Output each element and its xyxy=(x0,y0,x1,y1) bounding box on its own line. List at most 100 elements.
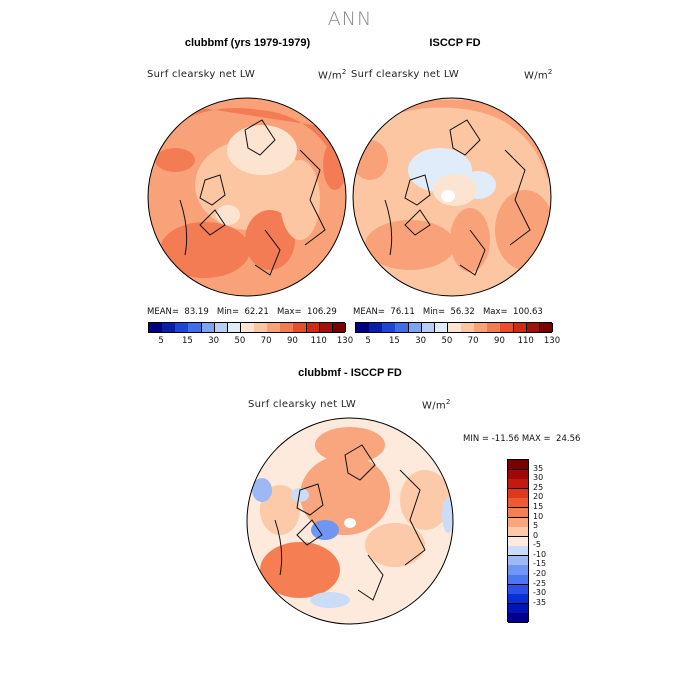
map-obs xyxy=(353,98,551,296)
colorbar-diff-swatch xyxy=(508,479,528,490)
diff-title: clubbmf - ISCCP FD xyxy=(298,367,402,379)
colorbar-model-swatch xyxy=(267,323,281,332)
colorbar-diff-tick-label: 10 xyxy=(533,511,544,521)
colorbar-obs-swatch xyxy=(461,323,475,332)
colorbar-model-swatch xyxy=(319,323,334,332)
colorbar-obs-tick-label: 50 xyxy=(441,336,453,346)
colorbar-obs-tick-label: 30 xyxy=(415,336,427,346)
colorbar-obs-swatch xyxy=(408,323,423,332)
colorbar-model-swatch xyxy=(201,323,216,332)
colorbar-model-ticks: 5 15 30 50 70 90 110 130 xyxy=(148,336,353,348)
colorbar-diff-tick-label: 20 xyxy=(533,492,544,502)
colorbar-diff-swatch xyxy=(508,584,528,595)
colorbar-diff-swatch xyxy=(508,555,528,566)
colorbar-obs-tick-label: 5 xyxy=(365,336,371,346)
colorbar-model-tick-label: 70 xyxy=(260,336,272,346)
colorbar-obs-swatch xyxy=(500,323,515,332)
colorbar-diff-swatch xyxy=(508,613,528,624)
colorbar-diff-tick-label: 15 xyxy=(533,501,544,511)
colorbar-diff-tick-label: -5 xyxy=(533,540,541,550)
colorbar-obs-swatch xyxy=(356,323,370,332)
colorbar-model-tick-label: 110 xyxy=(310,336,327,346)
colorbar-model xyxy=(148,322,347,333)
colorbar-model-swatch xyxy=(227,323,242,332)
colorbar-diff-swatch xyxy=(508,460,528,471)
colorbar-diff-swatch xyxy=(508,594,528,605)
colorbar-model-swatch xyxy=(188,323,203,332)
colorbar-model-swatch xyxy=(149,323,163,332)
colorbar-model-tick-label: 50 xyxy=(234,336,246,346)
panel-1-stats: MEAN= 83.19 Min= 62.21 Max= 106.29 xyxy=(147,307,337,317)
colorbar-diff-tick-label: 25 xyxy=(533,482,544,492)
diff-stats: MIN = -11.56 MAX = 24.56 xyxy=(463,434,581,444)
colorbar-diff-swatch xyxy=(508,517,528,528)
map-model xyxy=(148,98,346,296)
colorbar-obs-swatch xyxy=(447,323,462,332)
colorbar-diff-tick-label: -25 xyxy=(533,578,547,588)
colorbar-obs-swatch xyxy=(369,323,383,332)
colorbar-obs-swatch xyxy=(434,323,449,332)
colorbar-diff-tick-label: 30 xyxy=(533,473,544,483)
colorbar-diff-swatch xyxy=(508,469,528,480)
panel-1-variable: Surf clearsky net LW xyxy=(147,69,256,80)
colorbar-model-tick-label: 90 xyxy=(287,336,298,346)
colorbar-obs-tick-label: 110 xyxy=(517,336,534,346)
colorbar-model-swatch xyxy=(254,323,268,332)
colorbar-model-swatch xyxy=(293,323,308,332)
colorbar-model-tick-label: 30 xyxy=(208,336,220,346)
panel-2-units: W/m2 xyxy=(524,68,553,82)
colorbar-diff-swatch xyxy=(508,507,528,519)
colorbar-diff-swatch xyxy=(508,603,528,614)
colorbar-model-tick-label: 5 xyxy=(158,336,164,346)
colorbar-model-tick-label: 15 xyxy=(181,336,193,346)
colorbar-obs-swatch xyxy=(474,323,488,332)
panel-1-units: W/m2 xyxy=(318,68,347,82)
colorbar-obs-ticks: 5 15 30 50 70 90 110 130 xyxy=(355,336,560,348)
colorbar-diff-tick-label: -35 xyxy=(533,597,547,607)
colorbar-obs-tick-label: 15 xyxy=(388,336,400,346)
panel-2-variable: Surf clearsky net LW xyxy=(351,69,460,80)
colorbar-model-swatch xyxy=(280,323,294,332)
colorbar-diff xyxy=(507,459,529,624)
diff-units: W/m2 xyxy=(422,398,451,412)
colorbar-diff-swatch xyxy=(508,527,528,538)
colorbar-obs-swatch xyxy=(513,323,528,332)
colorbar-diff-swatch xyxy=(508,536,528,547)
colorbar-model-swatch xyxy=(240,323,255,332)
colorbar-obs-swatch xyxy=(382,323,396,332)
colorbar-obs-tick-label: 130 xyxy=(543,336,561,346)
colorbar-diff-swatch xyxy=(508,498,528,509)
colorbar-diff-tick-label: 35 xyxy=(533,463,544,473)
colorbar-obs-swatch xyxy=(526,323,541,332)
map-diff xyxy=(247,418,453,624)
colorbar-model-swatch xyxy=(162,323,176,332)
colorbar-model-swatch xyxy=(214,323,229,332)
colorbar-obs xyxy=(355,322,554,333)
colorbar-model-swatch xyxy=(175,323,189,332)
panel-2-stats: MEAN= 76.11 Min= 56.32 Max= 100.63 xyxy=(353,307,543,317)
season-title: ANN xyxy=(327,8,373,30)
colorbar-obs-swatch xyxy=(487,323,501,332)
colorbar-diff-swatch xyxy=(508,488,528,499)
colorbar-diff-tick-label: -20 xyxy=(533,569,547,579)
colorbar-obs-swatch xyxy=(395,323,410,332)
colorbar-diff-tick-label: 0 xyxy=(533,530,539,540)
colorbar-obs-tick-label: 70 xyxy=(467,336,479,346)
colorbar-obs-swatch xyxy=(421,323,436,332)
colorbar-diff-tick-label: 5 xyxy=(533,521,539,531)
colorbar-model-swatch xyxy=(306,323,321,332)
colorbar-diff-tick-label: -30 xyxy=(533,588,547,598)
colorbar-diff-tick-label: -10 xyxy=(533,549,547,559)
colorbar-obs-tick-label: 90 xyxy=(494,336,505,346)
colorbar-diff-swatch xyxy=(508,546,528,557)
colorbar-diff-swatch xyxy=(508,565,528,576)
colorbar-diff-ticks: 35 30 25 20 15 10 5 0 -5 -10 -15 -20 -25 -30 -35 xyxy=(533,459,563,622)
diff-variable: Surf clearsky net LW xyxy=(248,399,357,410)
colorbar-model-tick-label: 130 xyxy=(336,336,354,346)
colorbar-diff-swatch xyxy=(508,575,528,586)
colorbar-obs-swatch xyxy=(539,323,554,332)
colorbar-diff-tick-label: -15 xyxy=(533,559,547,569)
panel-1-title: clubbmf (yrs 1979-1979) xyxy=(184,37,311,49)
colorbar-model-swatch xyxy=(332,323,347,332)
